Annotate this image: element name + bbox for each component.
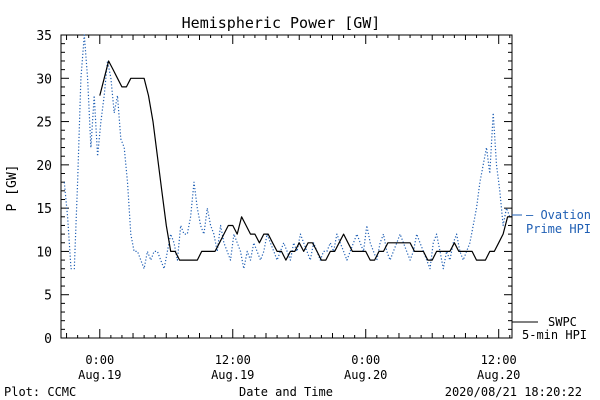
series-layer [63, 34, 512, 270]
x-tick-label: 12:00 [215, 353, 251, 367]
y-tick-label: 20 [36, 159, 52, 174]
legend-ovation-line2: Prime HPI [526, 222, 591, 236]
x-tick-date-label: Aug.20 [344, 368, 387, 382]
chart-title: Hemispheric Power [GW] [182, 14, 381, 32]
plot-frame [60, 34, 513, 339]
y-tick-label: 5 [44, 289, 52, 304]
x-tick-label: 0:00 [85, 353, 114, 367]
legend: — Ovation Prime HPI SWPC 5-min HPI [512, 208, 591, 342]
y-axis: 0 5 10 15 20 25 30 35 [36, 29, 512, 347]
legend-swpc-line2: 5-min HPI [522, 328, 587, 342]
x-axis-label: Date and Time [239, 385, 333, 399]
x-tick-date-label: Aug.19 [78, 368, 121, 382]
y-axis-label: P [GW] [5, 165, 20, 212]
x-tick-date-label: Aug.20 [477, 368, 520, 382]
y-tick-label: 30 [36, 72, 52, 87]
legend-swpc-line1: SWPC [548, 315, 577, 329]
y-tick-label: 10 [36, 245, 52, 260]
legend-ovation-line1: — Ovation [526, 208, 591, 222]
y-tick-label: 35 [36, 29, 52, 44]
footer-timestamp: 2020/08/21 18:20:22 [445, 385, 582, 399]
footer-credit: Plot: CCMC [4, 385, 76, 399]
x-tick-label: 12:00 [481, 353, 517, 367]
y-tick-label: 0 [44, 332, 52, 347]
x-tick-label: 0:00 [351, 353, 380, 367]
swpc-hpi-line [99, 60, 512, 261]
x-tick-date-label: Aug.19 [211, 368, 254, 382]
x-axis: 0:00Aug.1912:00Aug.190:00Aug.2012:00Aug.… [66, 35, 520, 382]
y-tick-label: 15 [36, 202, 52, 217]
ovation-prime-line [63, 34, 511, 270]
y-tick-label: 25 [36, 116, 52, 131]
